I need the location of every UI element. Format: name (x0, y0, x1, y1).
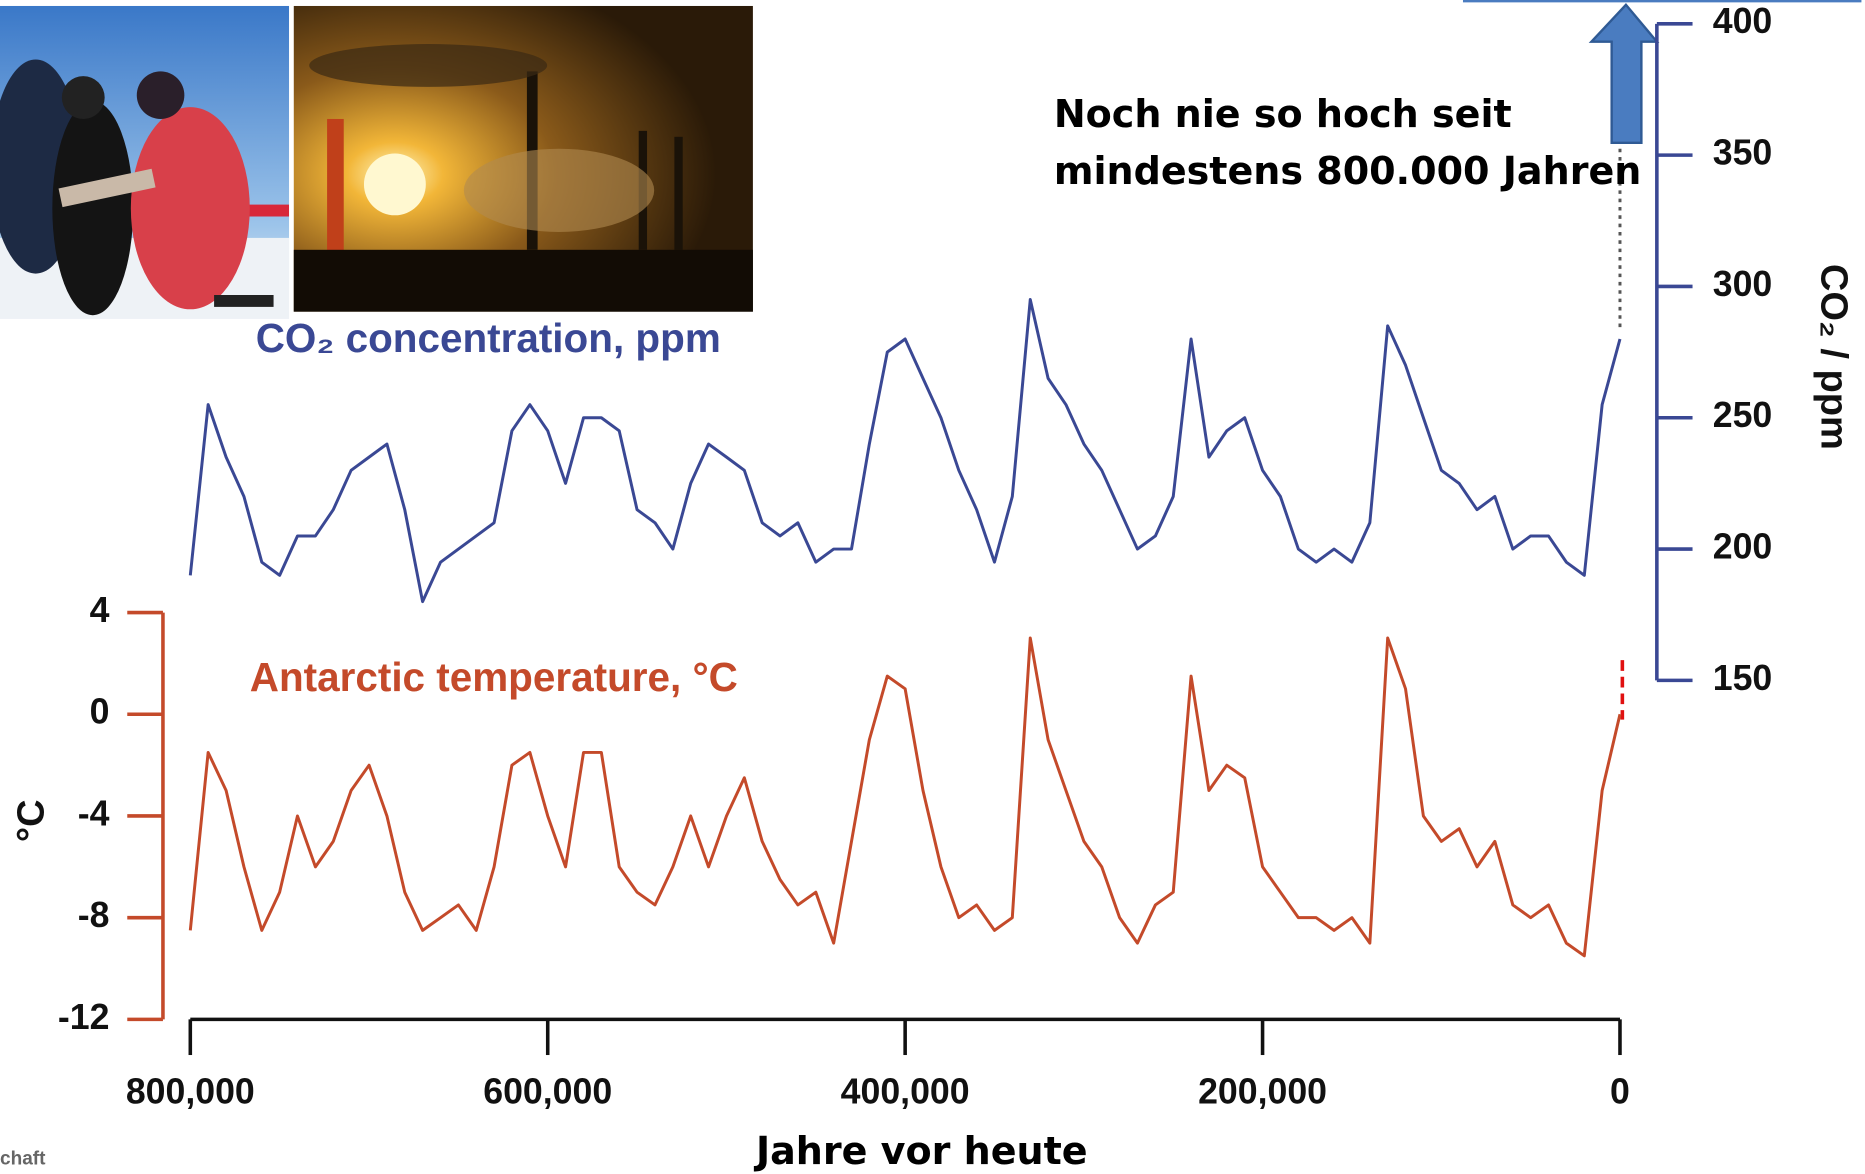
y2-tick-label: 150 (1713, 658, 1773, 698)
x-tick-label: 200,000 (1198, 1072, 1327, 1112)
y2-tick-label: 200 (1713, 526, 1773, 566)
x-tick-label: 400,000 (841, 1072, 970, 1112)
footer: chaft (0, 1149, 46, 1170)
y-tick-label: -8 (78, 895, 110, 935)
y-tick-label: 0 (90, 692, 110, 732)
y2-axis-title: CO₂ / ppm (1813, 264, 1855, 450)
y2-tick-label: 350 (1713, 133, 1773, 173)
x-tick-label: 600,000 (483, 1072, 612, 1112)
photo-smokestacks (293, 5, 753, 312)
annotation: Noch nie so hoch seit (1054, 92, 1512, 136)
x-tick-label: 800,000 (126, 1072, 255, 1112)
y-axis-title: °C (10, 799, 52, 842)
arrow (1588, 2, 1660, 144)
photo-ice-core (0, 5, 290, 319)
y-tick-label: -4 (78, 793, 110, 833)
series-line (188, 636, 1622, 958)
y-tick-label: 4 (90, 590, 110, 630)
y-tick-label: -12 (58, 997, 110, 1037)
series-line (188, 298, 1622, 604)
y2-tick-label: 400 (1713, 1, 1773, 41)
annotation: mindestens 800.000 Jahren (1054, 149, 1642, 193)
x-axis-title: Jahre vor heute (753, 1129, 1088, 1173)
y2-tick-label: 300 (1713, 264, 1773, 304)
series-label: Antarctic temperature, °C (250, 654, 738, 700)
y2-tick-label: 250 (1713, 395, 1773, 435)
x-tick-label: 0 (1610, 1072, 1630, 1112)
series-label: CO₂ concentration, ppm (256, 315, 721, 361)
